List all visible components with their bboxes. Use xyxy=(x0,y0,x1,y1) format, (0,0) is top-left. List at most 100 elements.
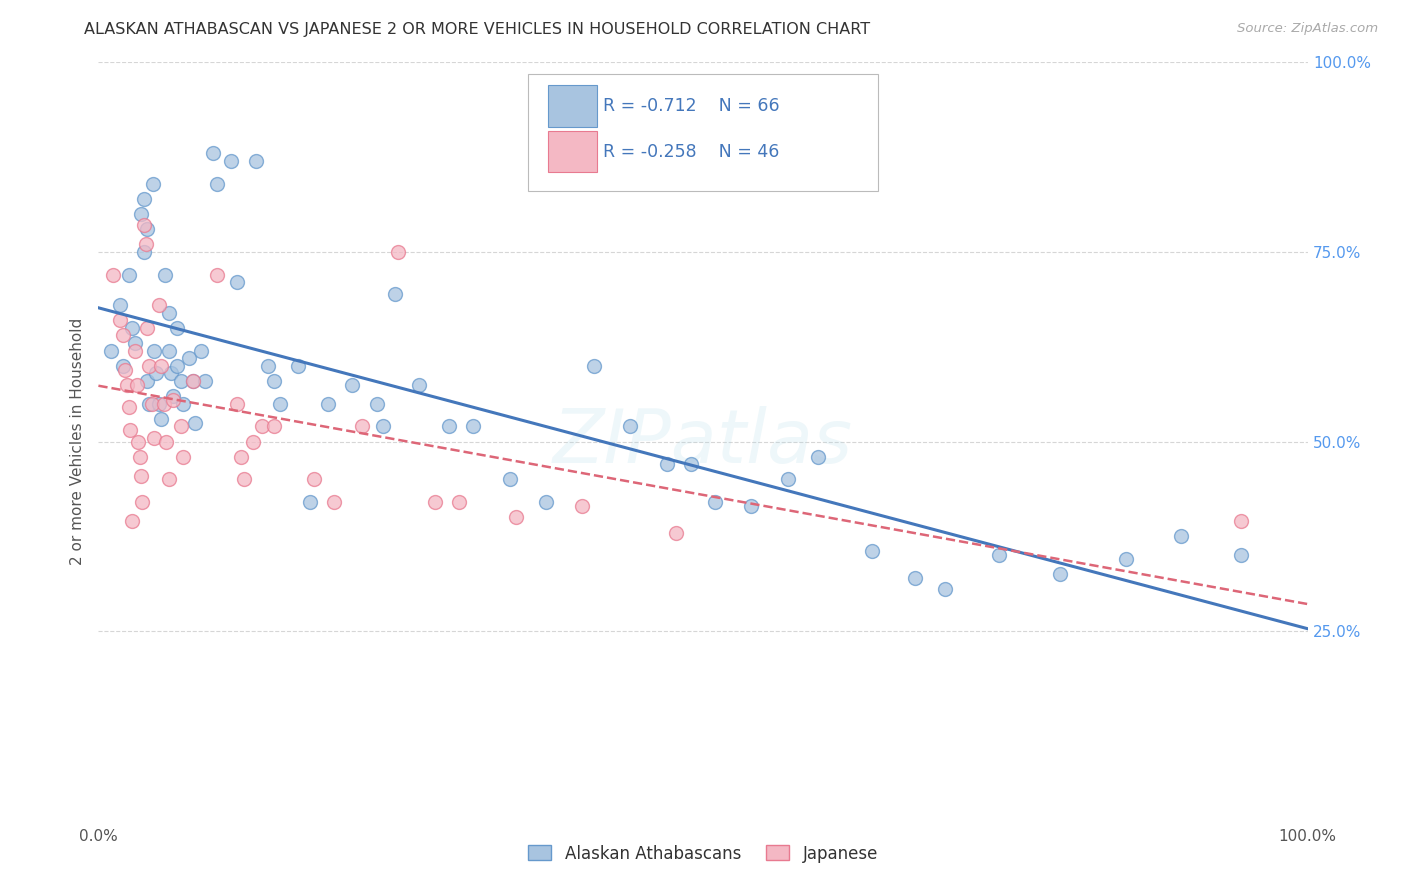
Point xyxy=(127,377,149,392)
Point xyxy=(232,473,254,487)
Point xyxy=(118,268,141,282)
Point xyxy=(142,177,165,191)
Point xyxy=(135,237,157,252)
Point xyxy=(1230,548,1253,563)
Point xyxy=(205,177,228,191)
Point xyxy=(437,419,460,434)
Point xyxy=(807,450,830,464)
Point xyxy=(740,499,762,513)
Point xyxy=(117,377,139,392)
Point xyxy=(205,268,228,282)
Point xyxy=(135,320,157,334)
Point xyxy=(134,219,156,233)
Point xyxy=(447,495,470,509)
Point xyxy=(108,298,131,312)
Point xyxy=(190,343,212,358)
Point xyxy=(269,396,291,410)
Point xyxy=(184,416,207,430)
Point xyxy=(316,396,339,410)
Point xyxy=(118,401,141,415)
Point xyxy=(242,434,264,449)
Point xyxy=(148,396,170,410)
Point xyxy=(371,419,394,434)
Point xyxy=(131,495,153,509)
Point xyxy=(226,396,249,410)
Point xyxy=(342,377,364,392)
Point xyxy=(194,374,217,388)
Point xyxy=(384,286,406,301)
Point xyxy=(148,298,170,312)
Point xyxy=(256,359,278,373)
Point xyxy=(704,495,727,509)
Text: ALASKAN ATHABASCAN VS JAPANESE 2 OR MORE VEHICLES IN HOUSEHOLD CORRELATION CHART: ALASKAN ATHABASCAN VS JAPANESE 2 OR MORE… xyxy=(84,22,870,37)
Text: R = -0.258    N = 46: R = -0.258 N = 46 xyxy=(603,143,779,161)
Point xyxy=(127,434,149,449)
Point xyxy=(860,544,883,558)
Point xyxy=(153,268,176,282)
Point xyxy=(287,359,309,373)
Point xyxy=(169,374,191,388)
Point xyxy=(111,359,134,373)
Point xyxy=(141,396,163,410)
Point xyxy=(135,374,157,388)
Point xyxy=(181,374,204,388)
Point xyxy=(1115,552,1137,566)
Point xyxy=(463,419,485,434)
Point xyxy=(121,320,143,334)
Point xyxy=(162,392,184,407)
Point xyxy=(263,374,285,388)
Point xyxy=(221,153,243,168)
Point xyxy=(124,343,146,358)
Point xyxy=(423,495,446,509)
Point xyxy=(160,366,183,380)
Point xyxy=(124,335,146,350)
Point xyxy=(263,419,285,434)
Point xyxy=(143,343,166,358)
Point xyxy=(679,458,702,472)
Point xyxy=(366,396,388,410)
FancyBboxPatch shape xyxy=(527,74,879,191)
Point xyxy=(157,473,180,487)
Point xyxy=(179,351,201,366)
Point xyxy=(118,423,141,437)
Point xyxy=(134,192,156,206)
Point xyxy=(229,450,252,464)
Point xyxy=(583,359,606,373)
Point xyxy=(145,366,167,380)
Point xyxy=(534,495,557,509)
Point xyxy=(143,431,166,445)
Text: R = -0.712    N = 66: R = -0.712 N = 66 xyxy=(603,97,779,115)
Point xyxy=(350,419,373,434)
Text: Source: ZipAtlas.com: Source: ZipAtlas.com xyxy=(1237,22,1378,36)
Point xyxy=(169,419,191,434)
Point xyxy=(1170,529,1192,543)
Point xyxy=(138,396,160,410)
Point xyxy=(150,359,173,373)
Point xyxy=(302,473,325,487)
FancyBboxPatch shape xyxy=(548,130,596,172)
Point xyxy=(129,207,152,221)
Point xyxy=(776,473,799,487)
Point xyxy=(129,468,152,483)
Point xyxy=(162,389,184,403)
Point xyxy=(323,495,346,509)
Point xyxy=(250,419,273,434)
Point xyxy=(904,571,927,585)
Point xyxy=(150,412,173,426)
Point xyxy=(166,320,188,334)
Point xyxy=(226,275,249,289)
Point xyxy=(166,359,188,373)
Point xyxy=(571,499,593,513)
Point xyxy=(1230,514,1253,528)
Point xyxy=(387,244,409,259)
Point xyxy=(128,450,150,464)
Point xyxy=(152,396,174,410)
Point xyxy=(202,146,225,161)
Point xyxy=(245,153,267,168)
Point xyxy=(172,396,194,410)
Point xyxy=(157,305,180,319)
Point xyxy=(121,514,143,528)
Point xyxy=(138,359,160,373)
Point xyxy=(655,458,678,472)
Point xyxy=(665,525,688,540)
